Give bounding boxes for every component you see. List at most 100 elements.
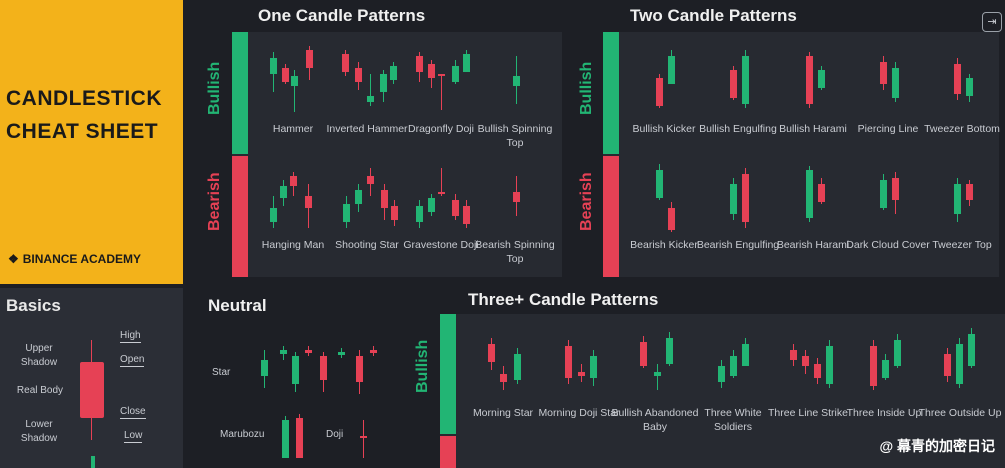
candle-body xyxy=(718,366,725,382)
one-bear-bearish-spinning-top: Bearish Spinning Top xyxy=(475,239,555,265)
candle-body xyxy=(966,78,973,96)
candle-wick xyxy=(370,74,371,106)
candle-body xyxy=(416,56,423,72)
candle-body xyxy=(640,342,647,366)
candle-body xyxy=(428,198,435,212)
candle-body xyxy=(463,54,470,72)
candle-body xyxy=(261,360,268,376)
three-bull-three-white-soldiers: Three White Soldiers xyxy=(704,407,762,433)
candle-body xyxy=(292,356,299,384)
candle-body xyxy=(438,192,445,194)
two-bear-bearish-harami: Bearish Harami xyxy=(776,239,850,251)
candle-body xyxy=(500,374,507,382)
candle-body xyxy=(666,338,673,364)
candle-body xyxy=(954,64,961,94)
one-candle-bearish-label: Bearish xyxy=(206,172,223,232)
candle-body xyxy=(654,372,661,376)
two-bear-bearish-engulfing: Bearish Engulfing xyxy=(696,239,780,251)
three-bull-morning-doji-star: Morning Doji Star xyxy=(538,407,620,419)
candle-body xyxy=(343,204,350,222)
three-candle-title: Three+ Candle Patterns xyxy=(468,290,659,309)
one-bear-hanging-man: Hanging Man xyxy=(261,239,325,251)
one-candle-bearish-bar xyxy=(232,156,248,277)
candle-body xyxy=(656,170,663,198)
candle-body xyxy=(270,58,277,74)
candle-body xyxy=(742,174,749,222)
watermark: @ 幕青的加密日记 xyxy=(879,438,995,454)
one-candle-title: One Candle Patterns xyxy=(258,6,426,25)
neutral-star-label: Star xyxy=(212,367,231,378)
candle-body xyxy=(282,420,289,458)
brand-logo: ❖ BINANCE ACADEMY xyxy=(8,252,141,266)
two-candle-bullish-label: Bullish xyxy=(578,61,595,115)
candle-body xyxy=(428,64,435,78)
candle-body xyxy=(565,346,572,378)
candle-body xyxy=(338,352,345,355)
candle-body xyxy=(892,68,899,98)
two-candle-bearish-bar xyxy=(603,156,619,277)
candle-body xyxy=(342,54,349,72)
candle-body xyxy=(513,76,520,86)
candle-body xyxy=(438,74,445,76)
candle-body xyxy=(814,364,821,378)
binance-icon: ❖ xyxy=(8,252,19,266)
three-candle-panel xyxy=(440,314,1005,468)
candle-body xyxy=(742,344,749,366)
candle-body xyxy=(356,356,363,382)
candle-body xyxy=(968,334,975,366)
neutral-doji-label: Doji xyxy=(326,429,344,440)
label-low: Low xyxy=(124,430,143,443)
one-bull-bullish-spinning-top: Bullish Spinning Top xyxy=(477,123,553,149)
candle-body xyxy=(280,186,287,198)
three-candle-bullish-bar xyxy=(440,314,456,434)
candle-body xyxy=(818,184,825,202)
basics-green-candle xyxy=(91,456,95,468)
two-bull-bullish-kicker: Bullish Kicker xyxy=(632,123,696,135)
basics-body xyxy=(80,362,104,418)
candle-body xyxy=(590,356,597,378)
candle-body xyxy=(306,50,313,68)
candle-body xyxy=(290,176,297,186)
candle-body xyxy=(391,206,398,220)
label-upper-shadow: Upper Shadow xyxy=(20,343,58,368)
candle-body xyxy=(656,78,663,106)
three-bull-morning-star: Morning Star xyxy=(472,407,534,419)
candle-body xyxy=(291,76,298,86)
candle-body xyxy=(416,206,423,222)
candle-wick xyxy=(657,364,658,390)
candle-body xyxy=(513,192,520,202)
candle-body xyxy=(280,350,287,354)
two-bull-piercing-line: Piercing Line xyxy=(857,123,919,135)
candle-body xyxy=(944,354,951,376)
candle-wick xyxy=(441,74,442,110)
candle-body xyxy=(578,372,585,376)
candle-body xyxy=(305,196,312,208)
candle-body xyxy=(452,200,459,216)
one-bear-gravestone-doji: Gravestone Doji xyxy=(403,239,479,251)
candle-wick xyxy=(294,70,295,112)
one-candle-bullish-bar xyxy=(232,32,248,154)
candle-body xyxy=(880,62,887,84)
expand-icon[interactable]: ⇥ xyxy=(982,12,1002,32)
two-candle-title: Two Candle Patterns xyxy=(630,6,797,25)
candle-body xyxy=(818,70,825,88)
one-bull-inverted-hammer: Inverted Hammer xyxy=(326,123,408,135)
candle-body xyxy=(954,184,961,214)
one-candle-bullish-label: Bullish xyxy=(206,61,223,115)
candle-body xyxy=(790,350,797,360)
two-bear-bearish-kicker: Bearish Kicker xyxy=(630,239,698,251)
candle-body xyxy=(802,356,809,366)
candle-body xyxy=(305,350,312,353)
candle-body xyxy=(270,208,277,222)
candle-body xyxy=(870,346,877,386)
one-bull-dragonfly-doji: Dragonfly Doji xyxy=(408,123,474,135)
candle-body xyxy=(370,350,377,353)
title-panel xyxy=(0,0,183,284)
candle-body xyxy=(894,340,901,366)
candle-body xyxy=(806,56,813,104)
candle-body xyxy=(514,354,521,380)
basics-title: Basics xyxy=(6,296,61,315)
candle-body xyxy=(668,208,675,230)
candle-body xyxy=(956,344,963,384)
candle-body xyxy=(730,70,737,98)
